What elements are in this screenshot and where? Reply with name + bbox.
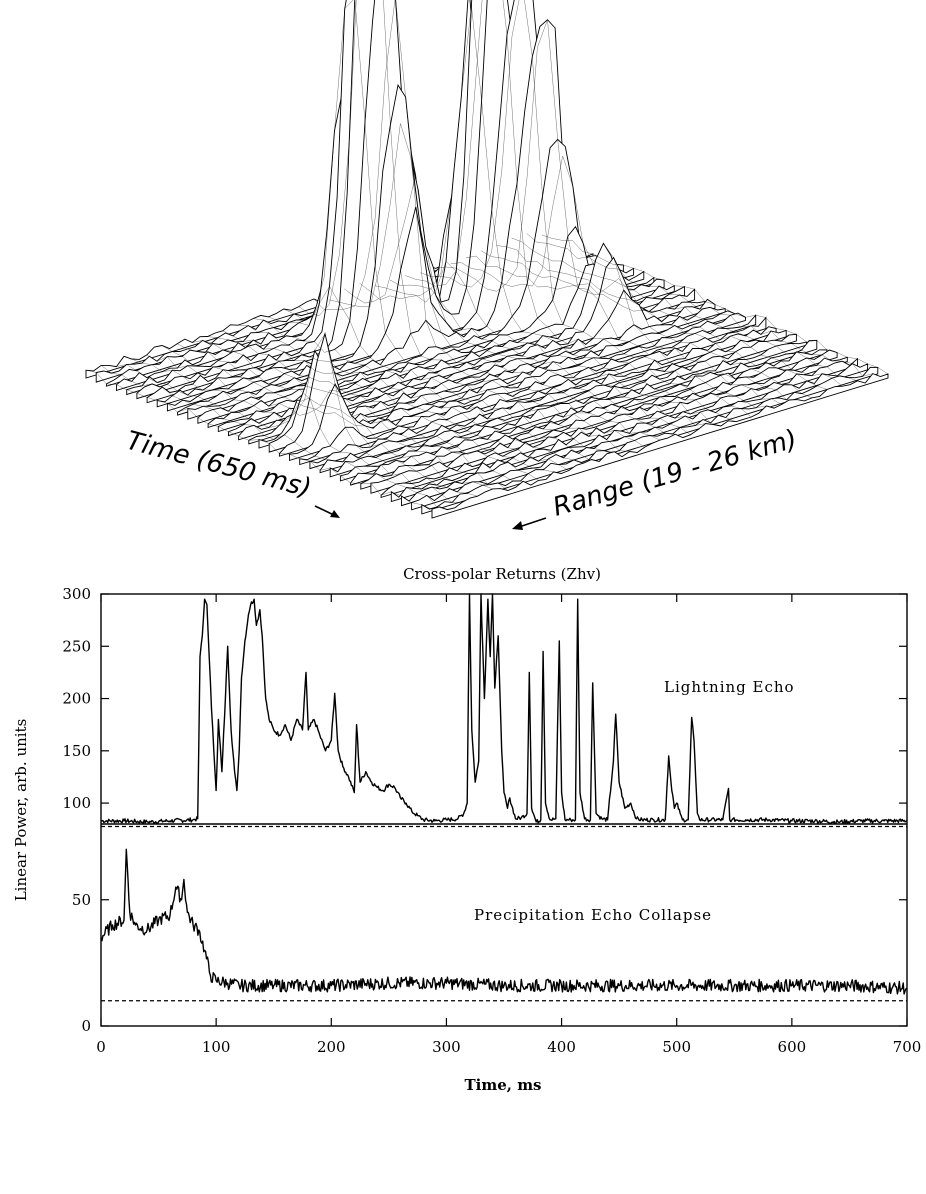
surface-crossline bbox=[192, 340, 539, 481]
surface-crossline bbox=[541, 234, 889, 375]
series-group bbox=[100, 593, 908, 995]
surface-crossline bbox=[313, 0, 661, 441]
y-axis-label: Linear Power, arb. units bbox=[12, 719, 30, 902]
surface-crossline bbox=[359, 283, 706, 426]
x-tick-label: 500 bbox=[662, 1038, 691, 1056]
series-line-1 bbox=[100, 848, 908, 995]
surface-crossline bbox=[344, 175, 691, 436]
surface-crossline bbox=[253, 318, 600, 462]
x-axis: 0 100 200 300 400 500 600 700 bbox=[96, 594, 921, 1056]
surface-crossline bbox=[146, 354, 493, 490]
annotation-precipitation-collapse: Precipitation Echo Collapse bbox=[474, 906, 712, 924]
x-tick-label: 100 bbox=[202, 1038, 231, 1056]
x-tick-label: 0 bbox=[96, 1038, 106, 1056]
x-tick-label: 700 bbox=[893, 1038, 922, 1056]
y-tick-label: 100 bbox=[62, 794, 91, 812]
surface-crossline bbox=[283, 0, 630, 452]
surface-strip bbox=[339, 333, 797, 482]
surface-crossline bbox=[481, 250, 828, 390]
surface-mesh bbox=[85, 0, 889, 519]
surface-crossline bbox=[298, 0, 645, 448]
annotation-lightning-echo: Lightning Echo bbox=[664, 678, 795, 696]
surface-crossline bbox=[420, 0, 767, 408]
y-tick-label: 200 bbox=[62, 690, 91, 708]
chart-title: Cross-polar Returns (Zhv) bbox=[403, 565, 601, 583]
surface-crossline bbox=[207, 336, 554, 473]
surface-crossline bbox=[177, 343, 524, 482]
series-line-0 bbox=[101, 593, 908, 825]
surface-strip bbox=[370, 349, 828, 494]
surface-crossline bbox=[131, 333, 478, 497]
surface-strip bbox=[431, 373, 889, 519]
y-tick-label: 0 bbox=[81, 1017, 91, 1035]
surface-crossline bbox=[389, 5, 737, 422]
surface-crossline bbox=[237, 324, 585, 464]
surface-crossline bbox=[222, 330, 569, 471]
surface-crossline bbox=[496, 245, 843, 387]
reference-lines bbox=[101, 825, 907, 1002]
surface-strip bbox=[329, 329, 787, 478]
line-chart: Cross-polar Returns (Zhv) 0 100 200 300 400 5… bbox=[12, 565, 921, 1094]
plot-frame bbox=[100, 593, 908, 1027]
surface-strip bbox=[421, 366, 879, 515]
surface-strip bbox=[309, 316, 767, 470]
surface-crossline bbox=[161, 345, 509, 491]
surface-crossline bbox=[85, 369, 433, 510]
surface-crossline bbox=[374, 260, 721, 427]
surface-crossline bbox=[450, 155, 797, 401]
x-tick-label: 300 bbox=[432, 1038, 461, 1056]
y-tick-label: 300 bbox=[62, 585, 91, 603]
y-axis: 0 50 100 150 200 250 300 bbox=[62, 585, 907, 1035]
surface-crossline bbox=[435, 19, 782, 405]
y-tick-label: 150 bbox=[62, 742, 91, 760]
x-tick-label: 600 bbox=[778, 1038, 807, 1056]
surface-crossline bbox=[465, 255, 813, 399]
surface-plot: Time (650 ms) Range (19 - 26 km) bbox=[85, 0, 889, 530]
surface-crossline bbox=[329, 123, 676, 435]
surface-strip bbox=[299, 314, 757, 466]
surface-crossline bbox=[511, 237, 858, 382]
surface-strip bbox=[411, 363, 869, 511]
surface-crossline bbox=[405, 0, 752, 418]
surface-crossline bbox=[101, 365, 448, 510]
y-tick-label: 250 bbox=[62, 637, 91, 655]
surface-strip bbox=[289, 312, 746, 462]
surface-crossline bbox=[116, 364, 463, 503]
x-tick-label: 200 bbox=[317, 1038, 346, 1056]
surface-crossline bbox=[268, 285, 615, 452]
x-axis-label: Time, ms bbox=[464, 1076, 541, 1094]
surface-strip bbox=[401, 357, 858, 507]
time-arrow-icon bbox=[314, 505, 340, 518]
surface-crossline bbox=[526, 233, 873, 377]
y-tick-label: 50 bbox=[72, 891, 91, 909]
x-tick-label: 400 bbox=[547, 1038, 576, 1056]
range-arrow-icon bbox=[512, 517, 547, 530]
